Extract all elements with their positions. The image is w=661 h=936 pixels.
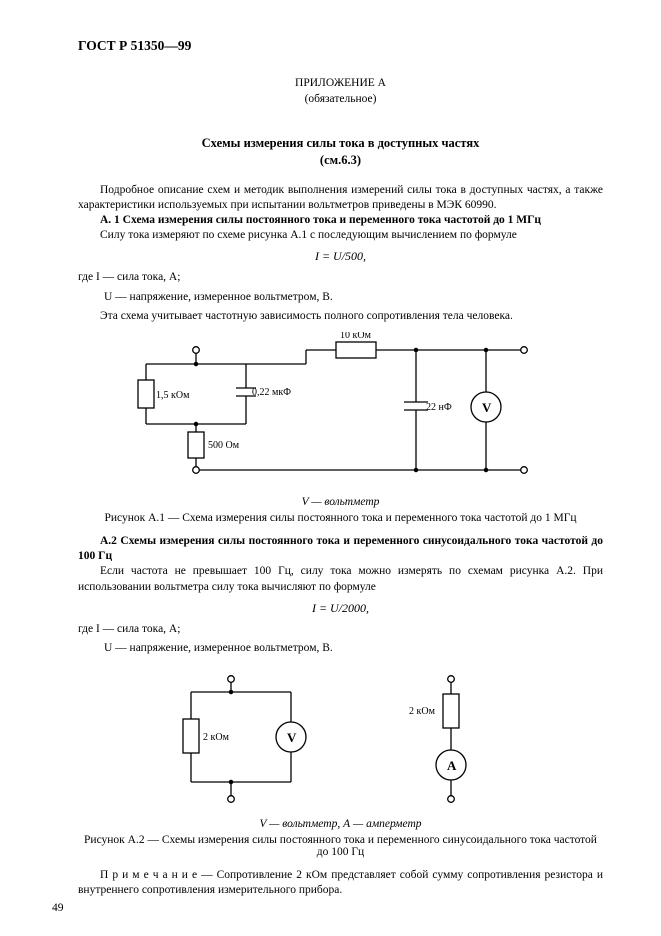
a1-where1-text: где I — сила тока, А; [78, 271, 180, 283]
a1-heading: А. 1 Схема измерения силы постоянного то… [78, 213, 603, 228]
figure-a2: 2 кОм V 2 кОм A [161, 664, 521, 814]
a2-heading: А.2 Схемы измерения силы постоянного ток… [78, 534, 603, 564]
label-r10k: 10 кОм [340, 332, 372, 341]
figA1-key: V — вольтметр [78, 496, 603, 508]
note-paragraph: П р и м е ч а н и е — Сопротивление 2 кО… [78, 868, 603, 898]
annex-label: ПРИЛОЖЕНИЕ А [295, 77, 386, 89]
label-c022: 0,22 мкФ [252, 387, 291, 398]
document-id: ГОСТ Р 51350—99 [78, 38, 603, 54]
annex-header: ПРИЛОЖЕНИЕ А (обязательное) [78, 76, 603, 107]
label-r15k: 1,5 кОм [156, 390, 190, 401]
a2-where2: U — напряжение, измеренное вольтметром, … [78, 641, 603, 656]
ammeter-a-icon: A [447, 758, 457, 773]
a1-line: Силу тока измеряют по схеме рисунка А.1 … [78, 228, 603, 243]
section-title-line1: Схемы измерения силы тока в доступных ча… [202, 136, 480, 150]
figure-a1: 1,5 кОм 0,22 мкФ 500 Ом 10 кОм 22 нФ V [126, 332, 556, 492]
a2-where2-text: U — напряжение, измеренное вольтметром, … [104, 642, 333, 654]
a1-where1: где I — сила тока, А; [78, 270, 603, 285]
page: ГОСТ Р 51350—99 ПРИЛОЖЕНИЕ А (обязательн… [0, 0, 661, 936]
annex-status: (обязательное) [305, 93, 377, 105]
intro-paragraph: Подробное описание схем и методик выполн… [78, 183, 603, 213]
a2-line: Если частота не превышает 100 Гц, силу т… [78, 564, 603, 594]
label-r2k-left: 2 кОм [203, 732, 230, 743]
voltmeter-v-icon: V [482, 400, 492, 415]
a2-where1-text: где I — сила тока, А; [78, 623, 180, 635]
label-c22n: 22 нФ [426, 402, 452, 413]
a1-where2-text: U — напряжение, измеренное вольтметром, … [104, 291, 333, 303]
a2-formula: I = U/2000, [78, 601, 603, 616]
section-title-line2: (см.6.3) [320, 153, 361, 167]
a1-note: Эта схема учитывает частотную зависимост… [78, 309, 603, 324]
figA2-key: V — вольтметр, А — амперметр [78, 818, 603, 830]
a2-where1: где I — сила тока, А; [78, 622, 603, 637]
page-number: 49 [52, 902, 64, 914]
voltmeter-v-icon-2: V [287, 730, 297, 745]
figA1-caption: Рисунок А.1 — Схема измерения силы посто… [78, 512, 603, 524]
label-r2k-right: 2 кОм [409, 706, 436, 717]
a1-where2: U — напряжение, измеренное вольтметром, … [78, 290, 603, 305]
figA2-caption: Рисунок А.2 — Схемы измерения силы посто… [78, 834, 603, 858]
label-r500: 500 Ом [208, 440, 240, 451]
a1-formula: I = U/500, [78, 249, 603, 264]
section-title: Схемы измерения силы тока в доступных ча… [78, 135, 603, 169]
